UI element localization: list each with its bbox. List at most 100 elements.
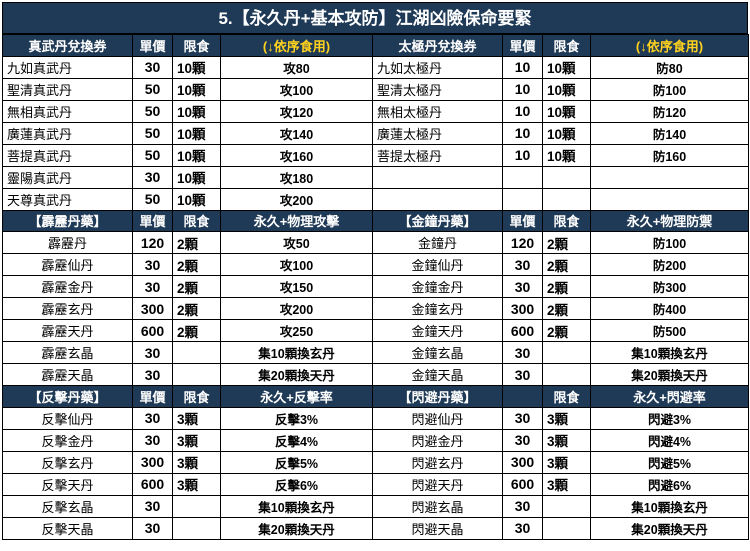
right-eat-limit: 2顆: [542, 231, 591, 255]
header-right-unit-price: [502, 385, 543, 408]
right-eat-limit: 3顆: [542, 406, 591, 430]
left-unit-price: 30: [132, 55, 173, 79]
left-unit-price: 30: [132, 363, 173, 386]
right-effect: 防80: [590, 55, 749, 79]
table-row: 九如真武丹 30 10顆 攻80 九如太極丹 10 10顆 防80: [2, 55, 749, 79]
left-unit-price: 120: [132, 231, 173, 255]
right-eat-limit: 2顆: [542, 297, 591, 321]
right-item-name: 閃避天丹: [372, 472, 503, 496]
table-row: 無相真武丹 50 10顆 攻120 無相太極丹 10 10顆 防120: [2, 99, 749, 123]
header-left-item-name: 【反擊丹藥】: [2, 385, 133, 408]
left-effect: 攻100: [220, 77, 373, 101]
right-effect: 閃避4%: [590, 428, 749, 452]
right-eat-limit: 10顆: [542, 121, 591, 145]
left-effect: 攻50: [220, 231, 373, 255]
right-unit-price: [502, 165, 543, 189]
table-body: 真武丹兌換券 單價 限食 (↓依序食用) 太極丹兌換券 單價 限食 (↓依序食用) 九如真武丹 3…: [2, 34, 749, 540]
right-unit-price: 10: [502, 143, 543, 167]
right-effect: 集20顆換天丹: [590, 363, 749, 386]
right-effect: 集10顆換玄丹: [590, 341, 749, 365]
right-unit-price: 600: [502, 319, 543, 343]
right-effect: 防140: [590, 121, 749, 145]
table-row: 反擊天丹 600 3顆 反擊6% 閃避天丹 600 3顆 閃避6%: [2, 472, 749, 496]
left-item-name: 反擊仙丹: [2, 406, 133, 430]
left-item-name: 靈陽真武丹: [2, 165, 133, 189]
header-left-unit-price: 單價: [132, 385, 173, 408]
table-row: 霹靂丹 120 2顆 攻50 金鐘丹 120 2顆 防100: [2, 231, 749, 255]
left-item-name: 霹靂丹: [2, 231, 133, 255]
left-item-name: 反擊天丹: [2, 472, 133, 496]
left-unit-price: 30: [132, 165, 173, 189]
right-item-name: 閃避玄晶: [372, 494, 503, 518]
table-row: 霹靂金丹 30 2顆 攻150 金鐘金丹 30 2顆 防300: [2, 275, 749, 299]
left-item-name: 廣蓮真武丹: [2, 121, 133, 145]
section-header-row: 【霹靂丹藥】 單價 限食 永久+物理攻擊 【金鐘丹藥】 單價 限食 永久+物理防禦: [2, 209, 749, 233]
table-row: 靈陽真武丹 30 10顆 攻180: [2, 165, 749, 189]
table-row: 反擊玄晶 30 集10顆換玄丹 閃避玄晶 30 集10顆換玄丹: [2, 494, 749, 518]
left-eat-limit: 10顆: [172, 143, 221, 167]
right-effect: 集20顆換天丹: [590, 516, 749, 540]
right-eat-limit: 2顆: [542, 253, 591, 277]
left-unit-price: 30: [132, 428, 173, 452]
right-item-name: 廣蓮太極丹: [372, 121, 503, 145]
table-row: 霹靂天丹 600 2顆 攻250 金鐘天丹 600 2顆 防500: [2, 319, 749, 343]
left-effect: 攻120: [220, 99, 373, 123]
left-unit-price: 50: [132, 143, 173, 167]
right-eat-limit: [542, 341, 591, 365]
header-left-unit-price: 單價: [132, 34, 173, 57]
table-row: 反擊仙丹 30 3顆 反擊3% 閃避仙丹 30 3顆 閃避3%: [2, 406, 749, 430]
left-unit-price: 30: [132, 275, 173, 299]
left-eat-limit: [172, 516, 221, 540]
left-item-name: 霹靂仙丹: [2, 253, 133, 277]
right-effect: 防500: [590, 319, 749, 343]
right-eat-limit: [542, 494, 591, 518]
right-unit-price: 30: [502, 363, 543, 386]
right-unit-price: 30: [502, 494, 543, 518]
table-row: 霹靂玄晶 30 集10顆換玄丹 金鐘玄晶 30 集10顆換玄丹: [2, 341, 749, 365]
right-item-name: 金鐘丹: [372, 231, 503, 255]
left-eat-limit: 3顆: [172, 428, 221, 452]
table-row: 反擊玄丹 300 3顆 反擊5% 閃避玄丹 300 3顆 閃避5%: [2, 450, 749, 474]
left-item-name: 反擊玄丹: [2, 450, 133, 474]
left-unit-price: 30: [132, 406, 173, 430]
header-right-eat-limit: 限食: [542, 385, 591, 408]
header-left-item-name: 真武丹兌換券: [2, 34, 133, 57]
left-item-name: 霹靂天晶: [2, 363, 133, 386]
right-item-name: 金鐘玄晶: [372, 341, 503, 365]
left-eat-limit: 3顆: [172, 406, 221, 430]
right-unit-price: 10: [502, 77, 543, 101]
table-row: 反擊天晶 30 集20顆換天丹 閃避天晶 30 集20顆換天丹: [2, 516, 749, 540]
left-eat-limit: 10顆: [172, 77, 221, 101]
header-right-eat-limit: 限食: [542, 34, 591, 57]
right-effect: 防100: [590, 77, 749, 101]
left-unit-price: 300: [132, 450, 173, 474]
right-item-name: 菩提太極丹: [372, 143, 503, 167]
header-left-eat-limit: 限食: [172, 209, 221, 233]
header-right-effect: 永久+閃避率: [590, 385, 749, 408]
left-item-name: 霹靂金丹: [2, 275, 133, 299]
right-item-name: 金鐘金丹: [372, 275, 503, 299]
left-effect: 集10顆換玄丹: [220, 341, 373, 365]
header-right-item-name: 【閃避丹藥】: [372, 385, 503, 408]
right-effect: 防400: [590, 297, 749, 321]
left-unit-price: 300: [132, 297, 173, 321]
left-effect: 反擊6%: [220, 472, 373, 496]
table-row: 霹靂天晶 30 集20顆換天丹 金鐘天晶 30 集20顆換天丹: [2, 363, 749, 386]
left-eat-limit: 3顆: [172, 472, 221, 496]
left-effect: 集20顆換天丹: [220, 516, 373, 540]
left-eat-limit: [172, 363, 221, 386]
right-unit-price: 120: [502, 231, 543, 255]
left-effect: 攻160: [220, 143, 373, 167]
right-item-name: 聖清太極丹: [372, 77, 503, 101]
right-unit-price: 30: [502, 341, 543, 365]
left-effect: 攻250: [220, 319, 373, 343]
left-eat-limit: 2顆: [172, 275, 221, 299]
right-eat-limit: [542, 363, 591, 386]
header-right-effect: 永久+物理防禦: [590, 209, 749, 233]
header-left-eat-limit: 限食: [172, 34, 221, 57]
left-eat-limit: 10顆: [172, 165, 221, 189]
left-eat-limit: 2顆: [172, 319, 221, 343]
right-item-name: 金鐘仙丹: [372, 253, 503, 277]
header-left-item-name: 【霹靂丹藥】: [2, 209, 133, 233]
left-eat-limit: 10顆: [172, 99, 221, 123]
